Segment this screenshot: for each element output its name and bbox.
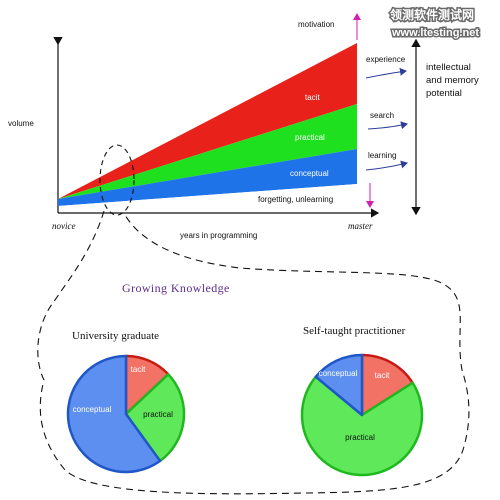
input-learning-label: learning	[368, 151, 396, 160]
pie-self-taught-practitioner: tacit practical conceptual	[300, 353, 424, 477]
band-label-forgetting: forgetting, unlearning	[258, 195, 333, 204]
pie-label-practical: practical	[345, 433, 375, 442]
x-end-label: master	[348, 221, 373, 231]
input-search-label: search	[370, 111, 394, 120]
pie-slice-practical	[124, 373, 186, 463]
search-arrow	[367, 121, 408, 130]
band-label-conceptual: conceptual	[290, 169, 329, 178]
pie-slice-practical	[300, 375, 424, 477]
pie-title-university: University graduate	[72, 330, 159, 342]
motivation-label: motivation	[298, 20, 334, 29]
pie-label-conceptual: conceptual	[73, 405, 112, 414]
experience-arrow	[365, 67, 407, 79]
band-tacit	[58, 43, 357, 199]
x-start-label: novice	[52, 221, 75, 231]
zoom-ellipse	[99, 144, 135, 216]
potential-label-3: potential	[426, 88, 462, 99]
learning-arrow	[365, 160, 408, 171]
pie-title-self-taught: Self-taught practitioner	[303, 325, 406, 337]
pie-slice-conceptual	[66, 354, 162, 474]
growing-knowledge-title: Growing Knowledge	[122, 281, 230, 295]
y-axis-label: volume	[8, 119, 34, 128]
pie-slice-conceptual	[314, 353, 364, 417]
pie-label-tacit: tacit	[131, 365, 146, 374]
x-axis-label: years in programming	[180, 231, 257, 240]
band-forgetting	[58, 184, 357, 206]
input-experience-label: experience	[366, 55, 406, 64]
potential-label-2: and memory	[426, 75, 479, 86]
pie-label-tacit: tacit	[375, 371, 390, 380]
watermark-url: www.ltesting.net	[391, 27, 479, 39]
band-label-practical: practical	[295, 133, 325, 142]
watermark-cn: 领测软件测试网	[390, 7, 474, 22]
potential-label-1: intellectual	[426, 62, 471, 73]
pie-slice-tacit	[360, 353, 414, 417]
pie-label-conceptual: conceptual	[319, 369, 358, 378]
band-practical	[58, 104, 357, 199]
band-label-tacit: tacit	[305, 93, 320, 102]
pie-label-practical: practical	[143, 410, 173, 419]
pie-university-graduate: tacit practical conceptual	[66, 354, 186, 474]
